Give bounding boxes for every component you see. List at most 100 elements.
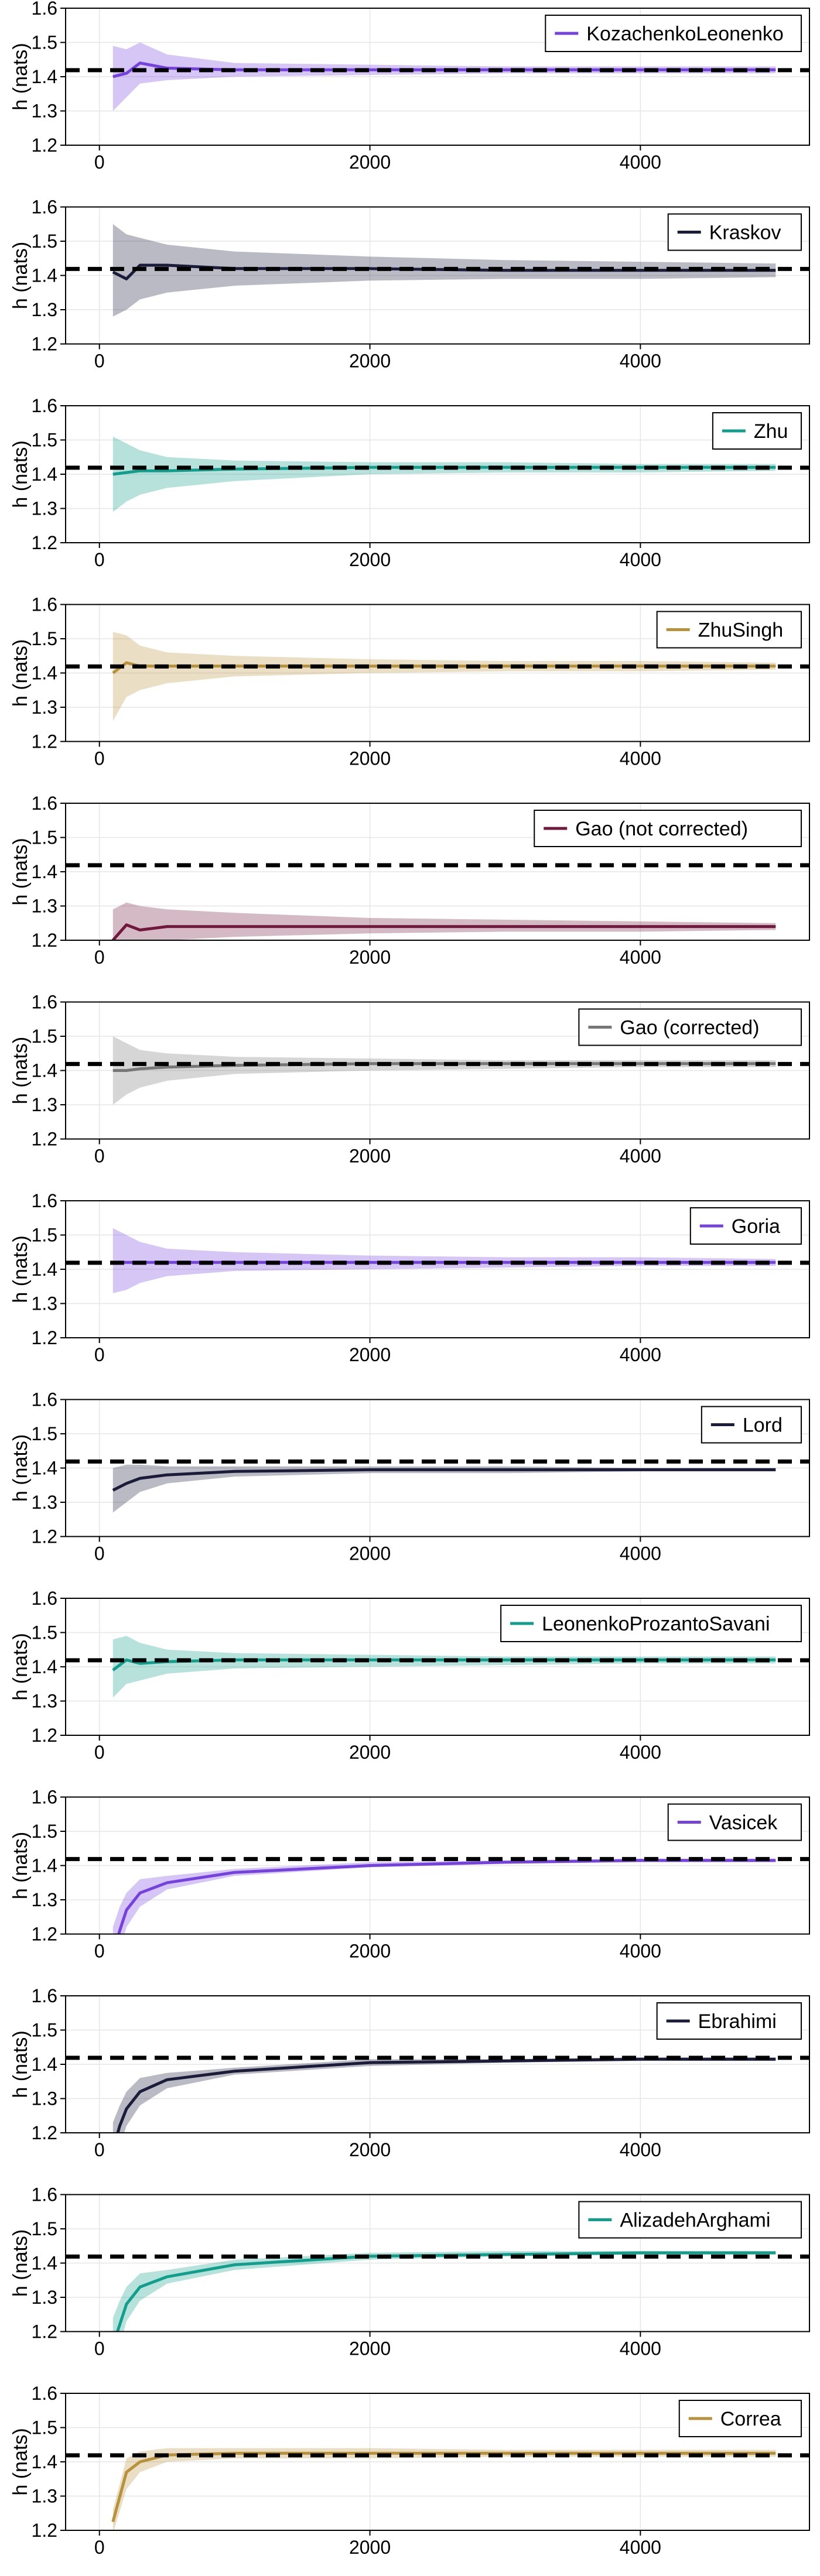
y-tick-label: 1.2	[32, 2122, 57, 2143]
y-tick-label: 1.2	[32, 1129, 57, 1150]
x-tick-label: 0	[94, 351, 105, 372]
y-tick-label: 1.2	[32, 532, 57, 553]
y-tick-label: 1.2	[32, 1924, 57, 1945]
x-tick-label: 4000	[620, 1543, 661, 1564]
x-tick-label: 2000	[349, 2338, 391, 2359]
y-tick-label: 1.3	[32, 1691, 57, 1712]
x-tick-label: 4000	[620, 1344, 661, 1365]
legend: Gao (not corrected)	[534, 810, 802, 847]
y-tick-label: 1.4	[32, 1656, 57, 1677]
y-tick-label: 1.5	[32, 1423, 57, 1444]
x-tick-label: 4000	[620, 2537, 661, 2558]
x-tick-label: 2000	[349, 1742, 391, 1763]
y-tick-label: 1.5	[32, 430, 57, 451]
y-axis-label: h (nats)	[9, 1235, 32, 1303]
x-tick-label: 2000	[349, 1543, 391, 1564]
y-tick-label: 1.3	[32, 1293, 57, 1314]
y-axis-label: h (nats)	[9, 1037, 32, 1104]
y-axis-label: h (nats)	[9, 43, 32, 110]
y-tick-label: 1.6	[32, 1985, 57, 2006]
y-tick-label: 1.6	[32, 2383, 57, 2404]
x-tick-label: 4000	[620, 2139, 661, 2160]
x-tick-label: 0	[94, 152, 105, 173]
legend-label: Vasicek	[709, 1812, 778, 1834]
legend: AlizadehArghami	[578, 2201, 802, 2239]
y-tick-label: 1.5	[32, 231, 57, 252]
legend-label: AlizadehArghami	[620, 2210, 770, 2232]
x-tick-label: 2000	[349, 1146, 391, 1167]
chart-panel-5: 1.2 1.3 1.4 1.5 1.6 0 2000 4000 h (nats) Gao (not…	[9, 793, 810, 968]
legend-label: ZhuSingh	[698, 619, 784, 642]
y-tick-label: 1.3	[32, 498, 57, 519]
y-tick-label: 1.3	[32, 1492, 57, 1513]
y-tick-label: 1.2	[32, 135, 57, 156]
series-line	[111, 923, 776, 940]
y-tick-label: 1.2	[32, 930, 57, 951]
confidence-band	[112, 1636, 776, 1698]
y-tick-label: 1.5	[32, 1225, 57, 1246]
y-axis-label: h (nats)	[9, 838, 32, 905]
y-tick-label: 1.4	[32, 2253, 57, 2274]
y-tick-label: 1.6	[32, 1389, 57, 1410]
chart-panel-4: 1.2 1.3 1.4 1.5 1.6 0 2000 4000 h (nats) ZhuSingh	[9, 594, 810, 769]
x-tick-label: 0	[94, 549, 105, 570]
chart-panel-2: 1.2 1.3 1.4 1.5 1.6 0 2000 4000 h (nats) Kraskov	[9, 197, 810, 372]
x-tick-label: 0	[94, 2338, 105, 2359]
chart-panel-3: 1.2 1.3 1.4 1.5 1.6 0 2000 4000 h (nats) Zhu	[9, 395, 810, 570]
x-tick-label: 4000	[620, 1742, 661, 1763]
legend: KozachenkoLeonenko	[545, 15, 802, 52]
legend-label: Gao (corrected)	[620, 1017, 759, 1039]
chart-panel-12: 1.2 1.3 1.4 1.5 1.6 0 2000 4000 h (nats) Alizadeh…	[9, 2184, 810, 2359]
chart-panel-7: 1.2 1.3 1.4 1.5 1.6 0 2000 4000 h (nats) Goria	[9, 1190, 810, 1365]
x-tick-label: 2000	[349, 351, 391, 372]
legend: Ebrahimi	[656, 2002, 802, 2040]
legend: Gao (corrected)	[578, 1008, 802, 1046]
y-tick-label: 1.3	[32, 2287, 57, 2308]
y-tick-label: 1.6	[32, 992, 57, 1013]
legend-label: Zhu	[754, 420, 788, 443]
x-tick-label: 0	[94, 2139, 105, 2160]
y-tick-label: 1.4	[32, 1259, 57, 1280]
y-tick-label: 1.6	[32, 1588, 57, 1609]
y-tick-label: 1.4	[32, 1458, 57, 1479]
y-tick-label: 1.3	[32, 2088, 57, 2109]
legend-label: Kraskov	[709, 222, 781, 244]
y-tick-label: 1.6	[32, 1190, 57, 1211]
x-tick-label: 2000	[349, 947, 391, 968]
x-tick-label: 4000	[620, 1941, 661, 1962]
legend: LeonenkoProzantoSavani	[500, 1605, 802, 1642]
x-tick-label: 2000	[349, 748, 391, 769]
y-tick-label: 1.2	[32, 1327, 57, 1348]
x-tick-label: 0	[94, 1344, 105, 1365]
x-tick-label: 4000	[620, 549, 661, 570]
chart-panel-6: 1.2 1.3 1.4 1.5 1.6 0 2000 4000 h (nats) Gao (cor…	[9, 992, 810, 1167]
x-tick-label: 2000	[349, 1941, 391, 1962]
y-tick-label: 1.5	[32, 1821, 57, 1842]
y-tick-label: 1.3	[32, 101, 57, 122]
legend-label: KozachenkoLeonenko	[586, 23, 784, 45]
y-axis-label: h (nats)	[9, 2229, 32, 2297]
confidence-band	[112, 436, 776, 512]
y-tick-label: 1.5	[32, 827, 57, 848]
legend-label: Lord	[743, 1414, 783, 1437]
y-tick-label: 1.4	[32, 265, 57, 286]
legend-label: Correa	[720, 2408, 781, 2430]
y-tick-label: 1.2	[32, 2321, 57, 2342]
y-tick-label: 1.5	[32, 2020, 57, 2041]
legend: Zhu	[712, 412, 802, 450]
series-line	[115, 2251, 776, 2332]
chart-panel-13: 1.2 1.3 1.4 1.5 1.6 0 2000 4000 h (nats) Correa	[9, 2383, 810, 2558]
y-tick-label: 1.6	[32, 594, 57, 615]
y-tick-label: 1.5	[32, 628, 57, 649]
x-tick-label: 0	[94, 947, 105, 968]
y-axis-label: h (nats)	[9, 242, 32, 309]
legend-box	[500, 1605, 802, 1642]
x-tick-label: 0	[94, 1146, 105, 1167]
x-tick-label: 0	[94, 748, 105, 769]
x-tick-label: 2000	[349, 2537, 391, 2558]
legend: ZhuSingh	[656, 611, 802, 649]
legend: Kraskov	[667, 213, 802, 251]
y-tick-label: 1.6	[32, 197, 57, 218]
legend: Goria	[689, 1207, 802, 1245]
x-tick-label: 0	[94, 2537, 105, 2558]
